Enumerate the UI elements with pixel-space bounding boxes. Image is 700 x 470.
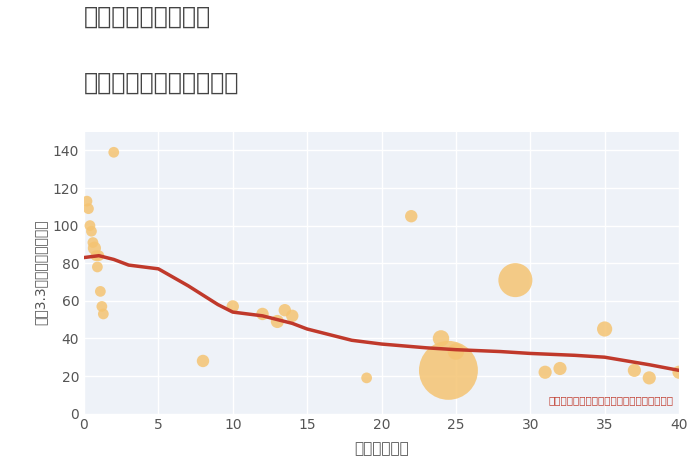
Point	[554, 365, 566, 372]
Point	[108, 149, 119, 156]
Point	[88, 239, 99, 246]
Point	[197, 357, 209, 365]
Point	[84, 222, 95, 229]
Point	[287, 312, 298, 320]
Point	[81, 197, 92, 205]
Point	[89, 244, 100, 252]
Point	[540, 368, 551, 376]
Point	[227, 303, 238, 310]
X-axis label: 築年数（年）: 築年数（年）	[354, 441, 409, 456]
Point	[93, 252, 104, 259]
Point	[83, 205, 94, 212]
Point	[90, 252, 101, 259]
Point	[96, 303, 108, 310]
Point	[644, 374, 655, 382]
Point	[361, 374, 372, 382]
Text: 兵庫県姫路市西脇の: 兵庫県姫路市西脇の	[84, 5, 211, 29]
Point	[94, 288, 106, 295]
Text: 円の大きさは、取引のあった物件面積を示す: 円の大きさは、取引のあった物件面積を示す	[548, 395, 673, 405]
Point	[450, 348, 461, 355]
Point	[272, 318, 283, 325]
Point	[257, 310, 268, 318]
Point	[279, 306, 290, 314]
Point	[443, 367, 454, 374]
Point	[435, 335, 447, 342]
Point	[92, 263, 103, 271]
Point	[629, 367, 640, 374]
Point	[599, 325, 610, 333]
Point	[86, 227, 97, 235]
Point	[98, 310, 109, 318]
Point	[510, 276, 521, 284]
Point	[673, 368, 685, 376]
Y-axis label: 坪（3.3㎡）単価（万円）: 坪（3.3㎡）単価（万円）	[33, 220, 47, 325]
Point	[406, 212, 417, 220]
Text: 築年数別中古戸建て価格: 築年数別中古戸建て価格	[84, 70, 239, 94]
